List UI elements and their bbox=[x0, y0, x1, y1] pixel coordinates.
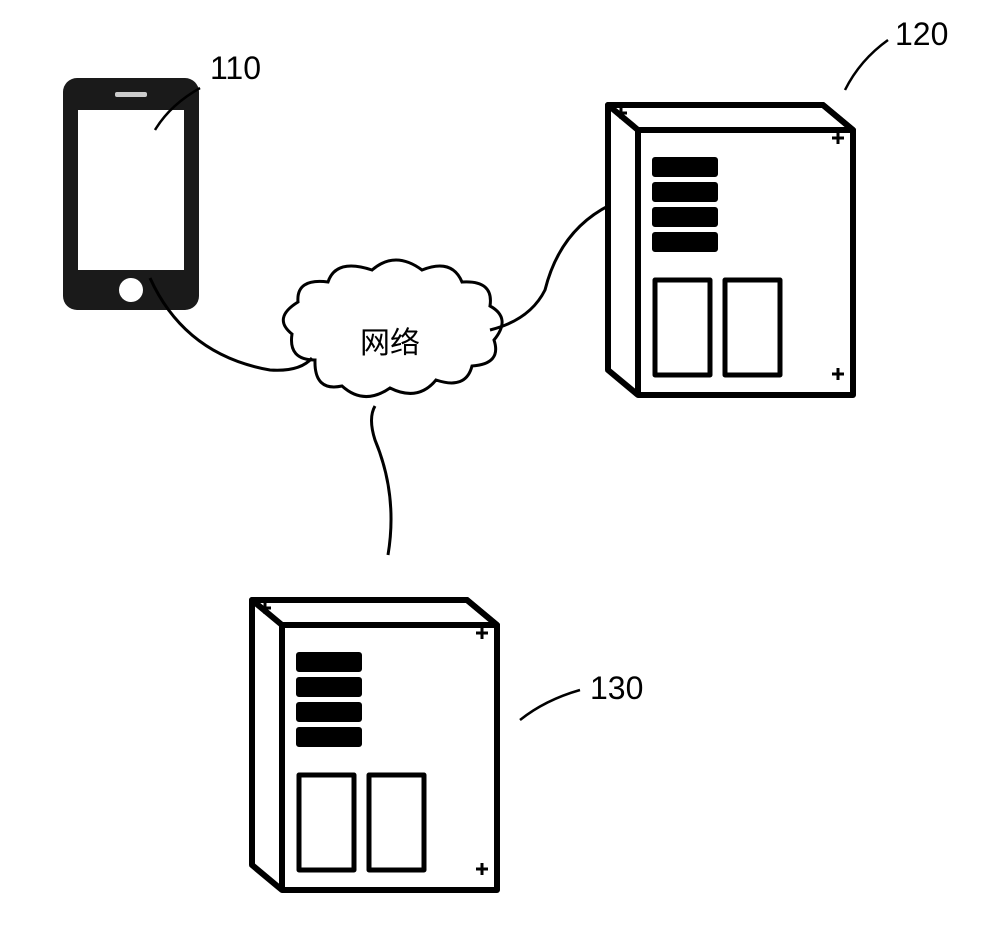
label-leaders bbox=[155, 40, 888, 720]
label-120: 120 bbox=[895, 16, 948, 53]
server-node-130 bbox=[252, 600, 497, 890]
label-110: 110 bbox=[210, 50, 261, 87]
server-node-120 bbox=[608, 105, 853, 395]
cloud-label: 网络 bbox=[360, 318, 420, 362]
label-130: 130 bbox=[590, 670, 643, 707]
smartphone-node bbox=[63, 78, 199, 310]
network-diagram bbox=[0, 0, 1000, 938]
